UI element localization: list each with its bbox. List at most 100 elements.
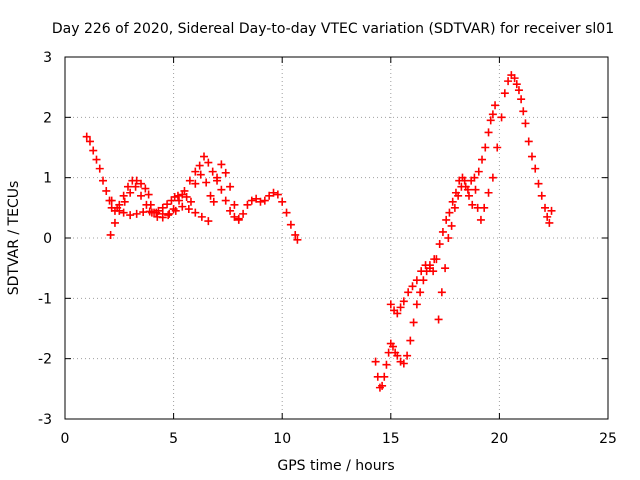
data-point bbox=[512, 80, 521, 89]
data-point bbox=[393, 309, 402, 318]
data-point bbox=[123, 182, 132, 191]
x-tick-label: 5 bbox=[169, 431, 178, 447]
y-tick-label: 0 bbox=[43, 231, 52, 247]
data-point bbox=[488, 173, 497, 182]
data-point bbox=[380, 372, 389, 381]
data-point bbox=[152, 208, 161, 217]
data-point bbox=[541, 203, 550, 212]
data-point bbox=[474, 167, 483, 176]
data-point bbox=[247, 196, 256, 205]
x-tick-label: 15 bbox=[382, 431, 400, 447]
data-point bbox=[175, 196, 184, 205]
y-tick-label: -2 bbox=[38, 352, 52, 368]
data-point bbox=[454, 191, 463, 200]
data-point bbox=[382, 360, 391, 369]
data-point bbox=[510, 74, 519, 83]
data-point bbox=[197, 212, 206, 221]
data-point bbox=[404, 288, 413, 297]
data-point bbox=[217, 185, 226, 194]
data-point bbox=[463, 185, 472, 194]
data-point bbox=[178, 202, 187, 211]
data-point bbox=[119, 191, 128, 200]
data-point bbox=[425, 264, 434, 273]
data-point bbox=[106, 230, 115, 239]
data-point bbox=[131, 182, 140, 191]
data-point bbox=[527, 152, 536, 161]
chart-title: Day 226 of 2020, Sidereal Day-to-day VTE… bbox=[52, 21, 614, 37]
data-point bbox=[165, 209, 174, 218]
data-point bbox=[265, 191, 274, 200]
data-point bbox=[256, 197, 265, 206]
series-1 bbox=[82, 132, 302, 244]
data-point bbox=[126, 188, 135, 197]
data-point bbox=[434, 315, 443, 324]
data-point bbox=[269, 188, 278, 197]
data-point bbox=[99, 176, 108, 185]
data-point bbox=[476, 215, 485, 224]
data-point bbox=[445, 208, 454, 217]
data-point bbox=[457, 182, 466, 191]
data-point bbox=[486, 116, 495, 125]
data-point bbox=[173, 191, 182, 200]
data-point bbox=[519, 107, 528, 116]
data-point bbox=[524, 137, 533, 146]
x-tick-label: 25 bbox=[599, 431, 617, 447]
x-axis-label: GPS time / hours bbox=[277, 458, 394, 474]
data-point bbox=[491, 101, 500, 110]
y-tick-label: 2 bbox=[43, 110, 52, 126]
data-point bbox=[145, 207, 154, 216]
data-point bbox=[171, 206, 180, 215]
data-point bbox=[137, 191, 146, 200]
data-point bbox=[470, 173, 479, 182]
series-4 bbox=[371, 101, 500, 392]
data-point bbox=[110, 218, 119, 227]
data-point bbox=[226, 182, 235, 191]
data-point bbox=[517, 95, 526, 104]
data-point bbox=[493, 143, 502, 152]
data-point bbox=[213, 173, 222, 182]
x-tick-label: 10 bbox=[273, 431, 291, 447]
data-point bbox=[132, 209, 141, 218]
data-point bbox=[230, 212, 239, 221]
data-point bbox=[239, 209, 248, 218]
data-point bbox=[393, 351, 402, 360]
data-point bbox=[481, 143, 490, 152]
data-point bbox=[113, 203, 122, 212]
data-point bbox=[514, 86, 523, 95]
data-point bbox=[206, 191, 215, 200]
data-point bbox=[234, 214, 243, 223]
data-point bbox=[252, 194, 261, 203]
data-point bbox=[243, 200, 252, 209]
series-5 bbox=[386, 71, 556, 324]
data-point bbox=[137, 179, 146, 188]
data-point bbox=[531, 164, 540, 173]
data-point bbox=[196, 170, 205, 179]
data-point bbox=[82, 132, 91, 141]
data-point bbox=[497, 113, 506, 122]
data-point bbox=[412, 300, 421, 309]
data-point bbox=[89, 146, 98, 155]
data-point bbox=[126, 211, 135, 220]
data-point bbox=[291, 230, 300, 239]
data-point bbox=[278, 197, 287, 206]
data-point bbox=[447, 221, 456, 230]
data-point bbox=[480, 203, 489, 212]
data-point bbox=[416, 288, 425, 297]
x-tick-label: 20 bbox=[490, 431, 508, 447]
data-point bbox=[260, 196, 269, 205]
data-point bbox=[182, 192, 191, 201]
data-point bbox=[85, 137, 94, 146]
y-tick-label: 3 bbox=[43, 50, 52, 66]
data-point bbox=[471, 185, 480, 194]
series-3 bbox=[107, 196, 213, 226]
data-point bbox=[441, 264, 450, 273]
data-point bbox=[163, 200, 172, 209]
data-point bbox=[396, 303, 405, 312]
data-point bbox=[185, 176, 194, 185]
data-point bbox=[102, 186, 111, 195]
data-point bbox=[406, 336, 415, 345]
data-point bbox=[132, 176, 141, 185]
data-point bbox=[450, 203, 459, 212]
data-point bbox=[230, 200, 239, 209]
data-point bbox=[448, 197, 457, 206]
